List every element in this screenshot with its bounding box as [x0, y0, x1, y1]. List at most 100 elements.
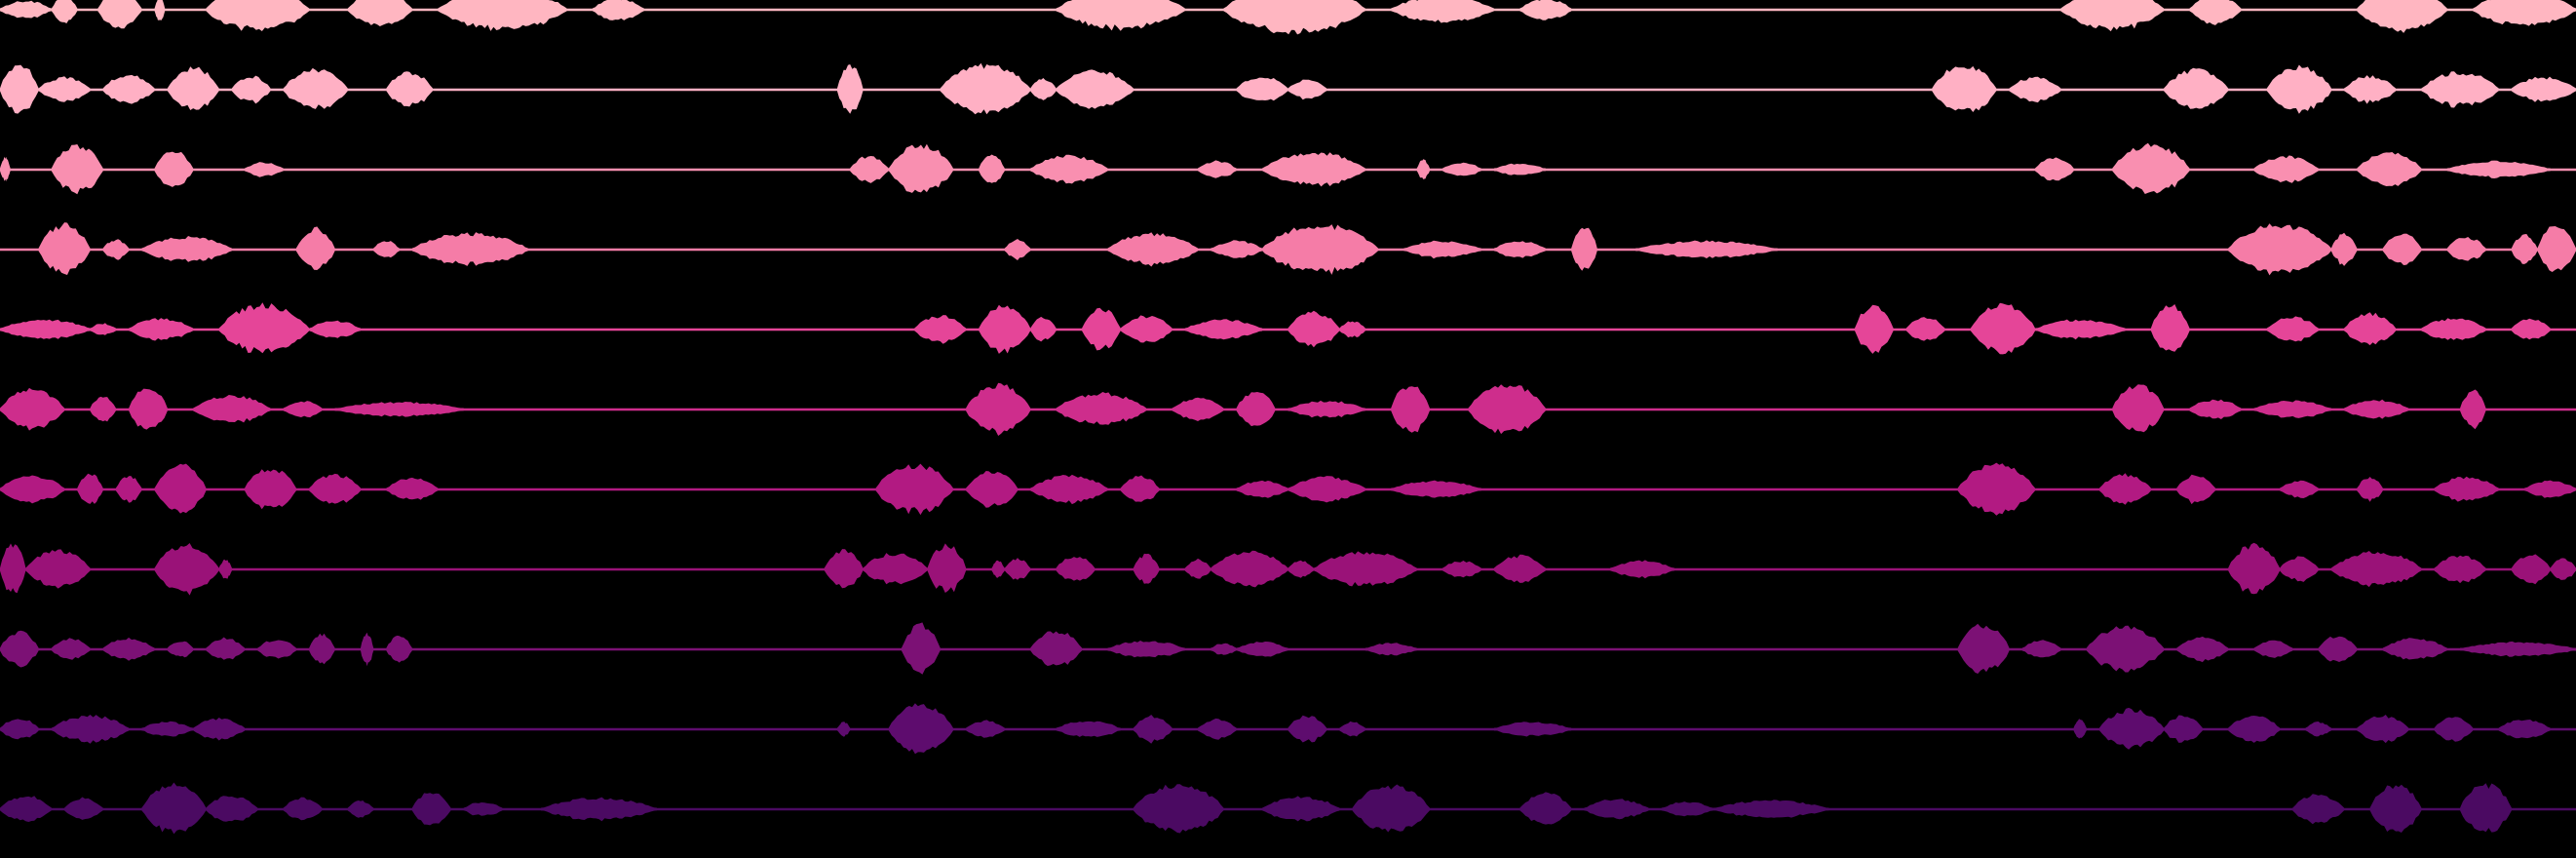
waveform-segment — [193, 395, 271, 423]
waveform-segment — [386, 71, 433, 107]
waveform-segment — [2473, 0, 2576, 26]
waveform-segment — [1236, 480, 1288, 498]
waveform-segment — [2150, 304, 2190, 352]
waveform-segment — [309, 633, 335, 665]
waveform-segment — [875, 463, 953, 516]
waveform-segment — [1957, 623, 2010, 674]
waveform-segment — [2060, 0, 2165, 32]
waveform-segment — [1288, 310, 1340, 348]
waveform-segment — [979, 154, 1005, 183]
waveform-segment — [97, 0, 142, 29]
waveform-segment — [2280, 556, 2319, 582]
waveform-segment — [1855, 304, 1894, 354]
waveform-segment — [1211, 643, 1237, 655]
waveform-tracks — [0, 0, 2576, 835]
waveform-segment — [2330, 232, 2358, 266]
waveform-segment — [1571, 227, 1597, 271]
waveform-segment — [2099, 707, 2165, 750]
waveform-segment — [102, 637, 155, 661]
waveform-segment — [2357, 477, 2383, 502]
waveform-segment — [309, 473, 361, 504]
waveform-track-7 — [0, 462, 2576, 516]
waveform-segment — [231, 75, 271, 104]
waveform-segment — [1288, 715, 1327, 743]
waveform-segment — [1905, 317, 1945, 341]
waveform-segment — [2266, 316, 2319, 342]
waveform-segment — [102, 74, 155, 104]
waveform-segment — [1056, 557, 1096, 581]
waveform-track-1 — [0, 0, 2576, 35]
waveform-segment — [1223, 0, 1365, 35]
waveform-segment — [1030, 78, 1057, 100]
waveform-segment — [1056, 721, 1121, 737]
waveform-segment — [2524, 480, 2576, 498]
waveform-segment — [141, 721, 194, 737]
waveform-segment — [888, 143, 953, 193]
waveform-segment — [2511, 318, 2551, 340]
waveform-segment — [902, 622, 941, 675]
waveform-segment — [115, 476, 142, 503]
waveform-segment — [1236, 392, 1276, 427]
waveform-segment — [77, 473, 103, 504]
waveform-segment — [1030, 316, 1057, 342]
waveform-segment — [386, 635, 412, 663]
waveform-segment — [218, 559, 232, 579]
waveform-segment — [1184, 558, 1211, 579]
waveform-segment — [2434, 717, 2474, 742]
waveform-segment — [0, 719, 39, 740]
waveform-segment — [1056, 0, 1185, 31]
waveform-segment — [2228, 542, 2281, 595]
waveform-segment — [966, 471, 1018, 508]
waveform-segment — [1365, 643, 1417, 656]
waveform-segment — [914, 315, 967, 344]
waveform-segment — [2189, 399, 2242, 419]
waveform-segment — [2357, 0, 2447, 33]
waveform-segment — [940, 62, 1031, 115]
waveform-segment — [2112, 142, 2190, 194]
waveform-segment — [2421, 318, 2486, 340]
waveform-segment — [283, 401, 323, 418]
waveform-segment — [154, 151, 194, 187]
waveform-segment — [2434, 476, 2499, 502]
waveform-segment — [295, 226, 335, 270]
waveform-segment — [1635, 240, 1778, 258]
waveform-segment — [2305, 722, 2331, 737]
waveform-segment — [1339, 721, 1365, 737]
waveform-segment — [2382, 638, 2447, 660]
waveform-segment — [2266, 64, 2331, 114]
waveform-segment — [1339, 321, 1365, 338]
waveform-segment — [991, 560, 1005, 578]
waveform-segment — [0, 319, 91, 339]
waveform-segment — [361, 632, 374, 667]
waveform-segment — [1288, 79, 1327, 100]
waveform-segment — [141, 236, 232, 262]
waveform-segment — [1211, 240, 1263, 258]
waveform-segment — [1519, 792, 1572, 825]
waveform-segment — [1198, 160, 1237, 178]
waveform-segment — [2021, 640, 2061, 658]
waveform-segment — [1133, 784, 1224, 834]
waveform-segment — [386, 477, 439, 500]
waveform-segment — [1661, 801, 1713, 817]
waveform-segment — [2253, 155, 2319, 183]
waveform-segment — [1288, 560, 1314, 578]
waveform-segment — [245, 469, 296, 510]
waveform-segment — [966, 720, 1005, 738]
waveform-segment — [1172, 397, 1224, 421]
waveform-segment — [2318, 636, 2358, 662]
waveform-segment — [2511, 234, 2538, 264]
waveform-segment — [90, 396, 116, 422]
waveform-segment — [888, 703, 953, 755]
waveform-segment — [2382, 233, 2422, 265]
waveform-segment — [2228, 716, 2281, 743]
waveform-segment — [1107, 641, 1185, 658]
waveform-track-10 — [0, 703, 2576, 755]
waveform-segment — [1493, 163, 1546, 176]
waveform-segment — [2446, 160, 2551, 178]
waveform-segment — [38, 222, 91, 275]
waveform-segment — [2344, 75, 2396, 104]
waveform-segment — [2344, 399, 2409, 419]
waveform-segment — [2099, 473, 2151, 505]
waveform-segment — [167, 641, 194, 658]
